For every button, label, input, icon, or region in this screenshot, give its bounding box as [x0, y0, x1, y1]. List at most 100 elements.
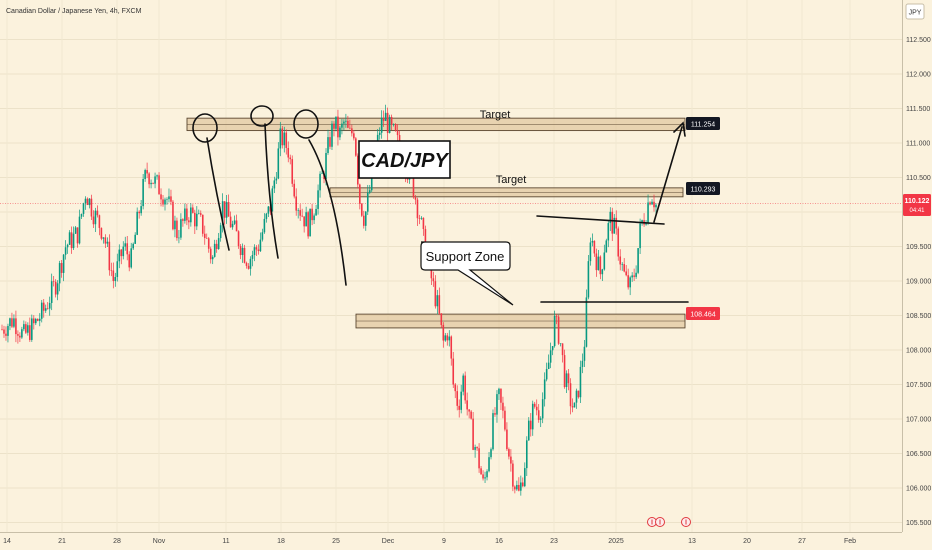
- candle-body: [231, 223, 234, 228]
- candle-body: [297, 210, 299, 211]
- candle-body: [160, 194, 162, 200]
- candle-body: [575, 390, 578, 403]
- candle-body: [13, 318, 15, 327]
- x-tick-label: 18: [277, 538, 285, 545]
- candle-body: [207, 238, 210, 249]
- pair-label-box: CAD/JPY: [358, 140, 451, 179]
- candle-body: [293, 183, 296, 197]
- currency-badge[interactable]: JPY: [905, 3, 925, 20]
- candle-body: [126, 243, 129, 255]
- candle-body: [9, 318, 11, 327]
- candle-body: [434, 281, 437, 307]
- candle-body: [527, 420, 530, 441]
- candle-body: [382, 117, 385, 121]
- candle-body: [78, 216, 81, 244]
- candle-body: [335, 116, 337, 129]
- candle-body: [478, 448, 480, 469]
- candle-body: [277, 148, 280, 179]
- support-zone-callout: Support Zone: [420, 241, 514, 306]
- candle-body: [647, 202, 649, 223]
- candle-body: [50, 281, 53, 303]
- time-axis[interactable]: 14 21 28 Nov 11 18 25 Dec 9 16 23 2025 13 20 27 Feb: [3, 538, 856, 545]
- current-price-tag[interactable]: 110.122 04:41: [903, 194, 931, 216]
- y-tick-label: 111.000: [906, 141, 930, 148]
- candle-body: [446, 335, 449, 341]
- candle-body: [261, 232, 264, 240]
- price-axis[interactable]: 112.500112.000111.500111.000110.500110.0…: [906, 37, 931, 527]
- candle-body: [386, 112, 389, 133]
- candle-body: [72, 233, 75, 249]
- candle-body: [66, 244, 69, 248]
- candle-body: [287, 148, 290, 158]
- candle-body: [112, 270, 115, 281]
- zone-price-tag-upper[interactable]: 111.254: [686, 117, 720, 130]
- candle-body: [525, 440, 528, 469]
- candle-body: [11, 318, 13, 327]
- candle-body: [510, 456, 512, 464]
- candle-body: [225, 202, 228, 218]
- candle-body: [362, 215, 365, 226]
- candle-body: [621, 264, 624, 265]
- zone-price-tag-middle[interactable]: 110.293: [686, 182, 720, 195]
- candle-body: [333, 123, 335, 129]
- candle-body: [325, 152, 327, 179]
- candle-body: [474, 447, 476, 450]
- candle-body: [366, 192, 369, 212]
- candle-body: [203, 233, 206, 239]
- candle-body: [655, 204, 657, 208]
- x-tick-label: 13: [688, 538, 696, 545]
- chart-title: Canadian Dollar / Japanese Yen, 4h, FXCM: [6, 8, 142, 15]
- candle-body: [545, 368, 548, 380]
- candle-body: [599, 256, 602, 275]
- candle-body: [233, 220, 236, 224]
- candle-body: [1, 329, 3, 330]
- candle-body: [607, 223, 610, 241]
- candle-body: [176, 220, 178, 239]
- candle-body: [420, 217, 423, 219]
- candle-body: [172, 201, 174, 230]
- candle-body: [235, 220, 238, 232]
- drop-curve-2: [264, 123, 279, 259]
- candle-body: [170, 196, 172, 202]
- candle-body: [110, 270, 113, 271]
- candle-body: [392, 124, 395, 125]
- candle-body: [484, 477, 486, 479]
- countdown-label: 04:41: [909, 208, 925, 214]
- y-tick-label: 111.500: [906, 106, 930, 113]
- zone-price-tag-lower[interactable]: 108.464: [686, 307, 720, 320]
- candle-body: [251, 255, 254, 259]
- candle-body: [136, 211, 138, 235]
- candle-body: [653, 201, 655, 208]
- candle-body: [357, 155, 359, 185]
- candle-body: [396, 130, 399, 136]
- candle-body: [351, 128, 353, 134]
- x-tick-label: 20: [743, 538, 751, 545]
- candle-body: [496, 394, 498, 415]
- candle-body: [21, 329, 23, 338]
- support-zone-label: Support Zone: [426, 249, 505, 264]
- candle-body: [102, 237, 105, 239]
- current-price-label: 110.122: [905, 198, 930, 205]
- candle-body: [514, 486, 516, 490]
- candle-body: [355, 138, 357, 156]
- candle-body: [522, 482, 524, 487]
- candle-body: [257, 249, 260, 252]
- candle-body: [547, 362, 550, 369]
- candle-body: [190, 207, 192, 223]
- candle-body: [315, 208, 317, 216]
- candle-body: [62, 254, 65, 273]
- candle-body: [573, 402, 576, 408]
- candle-body: [442, 324, 445, 341]
- candle-body: [48, 302, 51, 309]
- candle-body: [482, 474, 484, 479]
- y-tick-label: 106.500: [906, 451, 931, 458]
- candle-body: [146, 170, 148, 174]
- candle-body: [124, 243, 127, 247]
- x-tick-label: 21: [58, 538, 66, 545]
- event-markers[interactable]: [647, 517, 691, 527]
- candle-body: [452, 358, 455, 385]
- zone-price-tag-middle-label: 110.293: [691, 187, 716, 194]
- candle-body: [321, 173, 323, 175]
- candle-body: [537, 410, 540, 420]
